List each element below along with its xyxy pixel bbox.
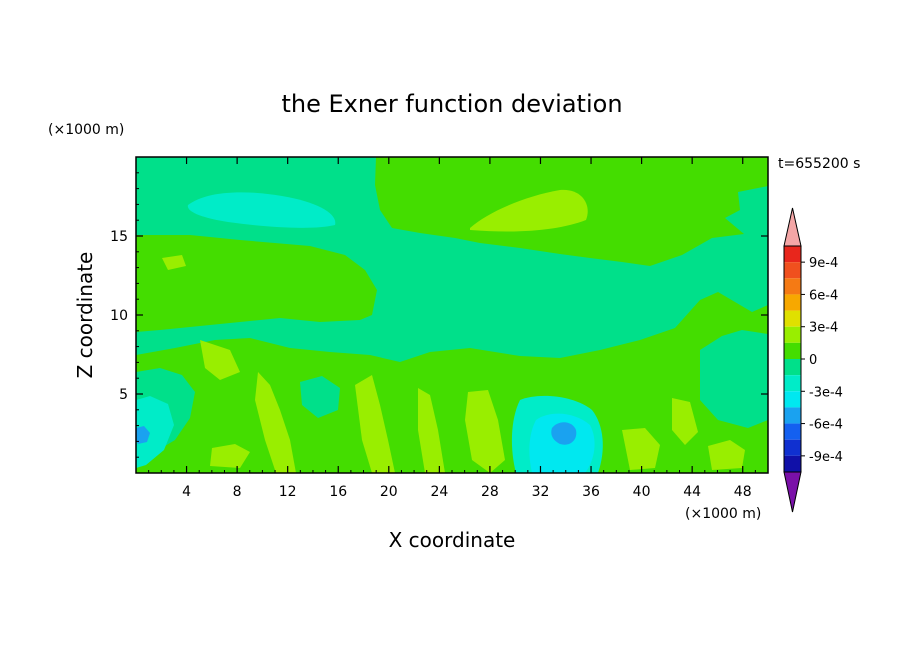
- contour-bottom-blue: [551, 422, 577, 445]
- x-tick-label: 28: [481, 484, 499, 500]
- time-label: t=655200 s: [778, 156, 860, 172]
- x-tick-label: 44: [683, 484, 701, 500]
- colorbar-label: 9e-4: [809, 256, 838, 271]
- x-tick-label: 48: [734, 484, 752, 500]
- x-axis-ticks: 4 8 12 16 20 24 28 32 36 40 44 48: [148, 157, 756, 500]
- colorbar-cell: [784, 294, 801, 311]
- x-unit-label: (×1000 m): [685, 506, 761, 522]
- colorbar: 9e-4 6e-4 3e-4 0 -3e-4 -6e-4 -9e-4: [783, 207, 843, 513]
- contour-mid-negative: [300, 376, 340, 418]
- x-tick-label: 24: [430, 484, 448, 500]
- colorbar-bottom-triangle: [783, 471, 802, 513]
- colorbar-cell: [784, 375, 801, 392]
- x-tick-label: 4: [182, 484, 191, 500]
- colorbar-label: 3e-4: [809, 321, 838, 336]
- contour-upper-right-lime: [470, 189, 588, 232]
- colorbar-cell: [784, 326, 801, 343]
- y-axis-ticks: 5 10 15: [110, 172, 768, 458]
- y-tick-label: 5: [119, 387, 128, 403]
- colorbar-cell: [784, 278, 801, 295]
- x-tick-label: 36: [582, 484, 600, 500]
- x-axis-label: X coordinate: [389, 528, 516, 552]
- colorbar-cell: [784, 246, 801, 263]
- x-tick-label: 20: [380, 484, 398, 500]
- colorbar-label: 6e-4: [809, 288, 838, 303]
- contour-left-cyan: [136, 396, 174, 468]
- y-tick-label: 10: [110, 308, 128, 324]
- colorbar-cell: [784, 423, 801, 440]
- contour-upper-left-cyan: [187, 192, 336, 228]
- x-tick-label: 32: [532, 484, 550, 500]
- contour-lower-positive: [136, 292, 768, 473]
- contour-upper-left-positive: [136, 235, 377, 332]
- x-tick-label: 16: [329, 484, 347, 500]
- colorbar-cell: [784, 455, 801, 472]
- colorbar-cell: [784, 407, 801, 424]
- y-axis-label: Z coordinate: [73, 252, 97, 379]
- contour-field: [136, 157, 768, 473]
- y-tick-label: 15: [110, 229, 128, 245]
- colorbar-cell: [784, 342, 801, 359]
- colorbar-label: -3e-4: [809, 385, 843, 400]
- colorbar-cell: [784, 439, 801, 456]
- colorbar-cell: [784, 262, 801, 279]
- x-tick-label: 8: [233, 484, 242, 500]
- contour-lime-streaks: [162, 255, 745, 473]
- colorbar-label: 0: [809, 353, 817, 368]
- x-tick-label: 40: [633, 484, 651, 500]
- colorbar-cell: [784, 359, 801, 376]
- colorbar-cell: [784, 310, 801, 327]
- colorbar-cell: [784, 391, 801, 408]
- x-tick-label: 12: [279, 484, 297, 500]
- colorbar-label: -9e-4: [809, 450, 843, 465]
- colorbar-top-triangle: [783, 207, 802, 247]
- colorbar-label: -6e-4: [809, 418, 843, 433]
- contour-right-negative: [700, 330, 768, 428]
- y-unit-label: (×1000 m): [48, 122, 124, 138]
- contour-left-blue: [136, 426, 150, 444]
- chart-title: the Exner function deviation: [281, 90, 622, 118]
